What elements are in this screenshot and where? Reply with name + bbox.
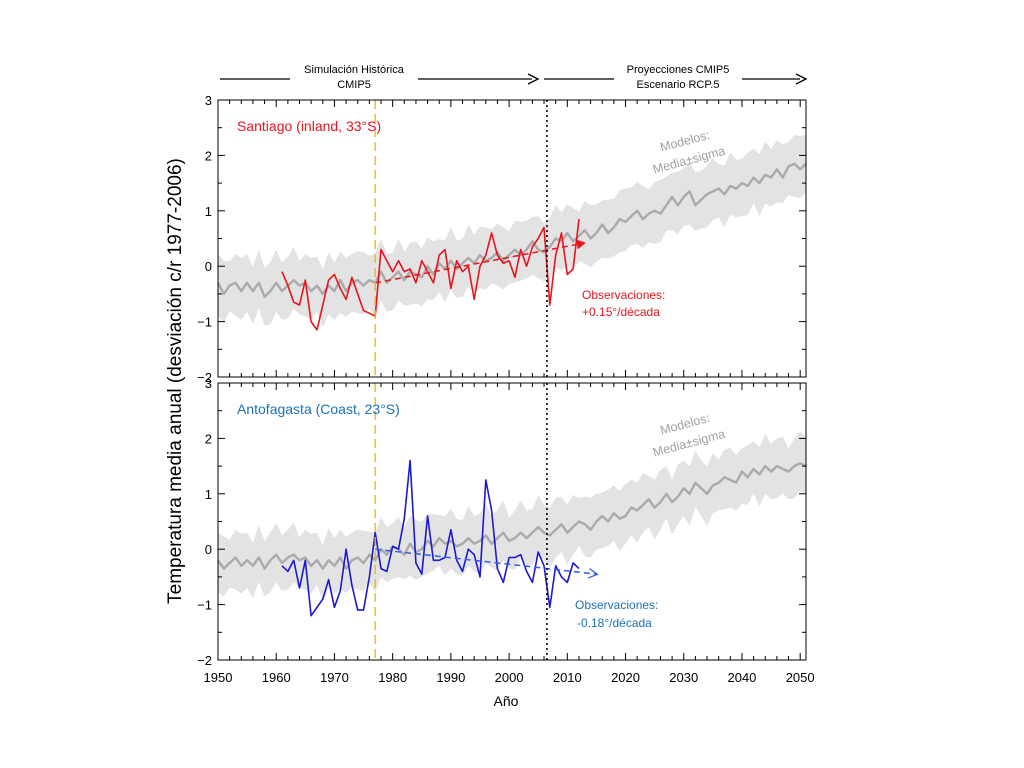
projection-header-line1: Proyecciones CMIP5 <box>627 64 730 76</box>
top-y-tick-label: 1 <box>205 204 212 219</box>
top-models-mean-line <box>216 162 807 298</box>
x-tick-label: 1950 <box>204 670 233 685</box>
bottom-y-tick-label: 0 <box>205 542 212 557</box>
x-tick-label: 1980 <box>378 670 407 685</box>
top-station-label: Santiago (inland, 33°S) <box>237 118 381 134</box>
bottom-obs-label-line2: -0.18°/década <box>577 616 652 630</box>
historical-arrow-head <box>527 73 540 85</box>
x-tick-label: 2000 <box>495 670 524 685</box>
x-tick-label: 1990 <box>436 670 465 685</box>
bottom-obs-label-line1: Observaciones: <box>575 598 658 612</box>
top-trend-arrow <box>375 239 586 284</box>
top-y-tick-label: −2 <box>197 370 212 385</box>
bottom-models-sigma-band <box>218 431 806 601</box>
x-tick-label: 1960 <box>262 670 291 685</box>
period-header: Simulación Histórica CMIP5 Proyecciones … <box>220 64 808 91</box>
x-axis-label: Año <box>494 693 519 709</box>
top-obs-label-line1: Observaciones: <box>582 288 665 302</box>
y-axis-label: Temperatura media anual (desviación c/r … <box>165 158 186 604</box>
bottom-y-tick-label: 1 <box>205 487 212 502</box>
top-models-sigma-band <box>218 134 806 328</box>
bottom-models-mean-line <box>217 462 807 570</box>
x-tick-label: 2040 <box>727 670 756 685</box>
top-obs-label-line2: +0.15°/década <box>582 305 660 319</box>
top-y-tick-label: 0 <box>205 259 212 274</box>
historical-header-line1: Simulación Histórica <box>304 64 405 76</box>
top-y-tick-label: 2 <box>205 148 212 163</box>
bottom-y-tick-label: −2 <box>197 653 212 668</box>
top-y-tick-label: 3 <box>205 93 212 108</box>
bottom-y-tick-label: 2 <box>205 431 212 446</box>
projection-header-line2: Escenario RCP.5 <box>637 79 720 91</box>
x-tick-label: 1970 <box>320 670 349 685</box>
bottom-observations-line <box>281 459 580 617</box>
projection-arrow-head <box>795 73 808 85</box>
x-tick-label: 2030 <box>669 670 698 685</box>
x-tick-label: 2020 <box>611 670 640 685</box>
bottom-y-tick-label: −1 <box>197 598 212 613</box>
bottom-station-label: Antofagasta (Coast, 23°S) <box>237 401 400 417</box>
x-tick-label: 2050 <box>786 670 815 685</box>
top-y-tick-label: −1 <box>197 315 212 330</box>
x-axis: 1950 1960 1970 1980 1990 2000 2010 2020 2030 2040… <box>204 670 815 685</box>
bottom-trend-arrow <box>375 548 596 574</box>
top-observations-line <box>281 219 580 331</box>
x-tick-label: 2010 <box>553 670 582 685</box>
historical-header-line2: CMIP5 <box>337 79 371 91</box>
bottom-y-tick-label: 3 <box>205 376 212 391</box>
